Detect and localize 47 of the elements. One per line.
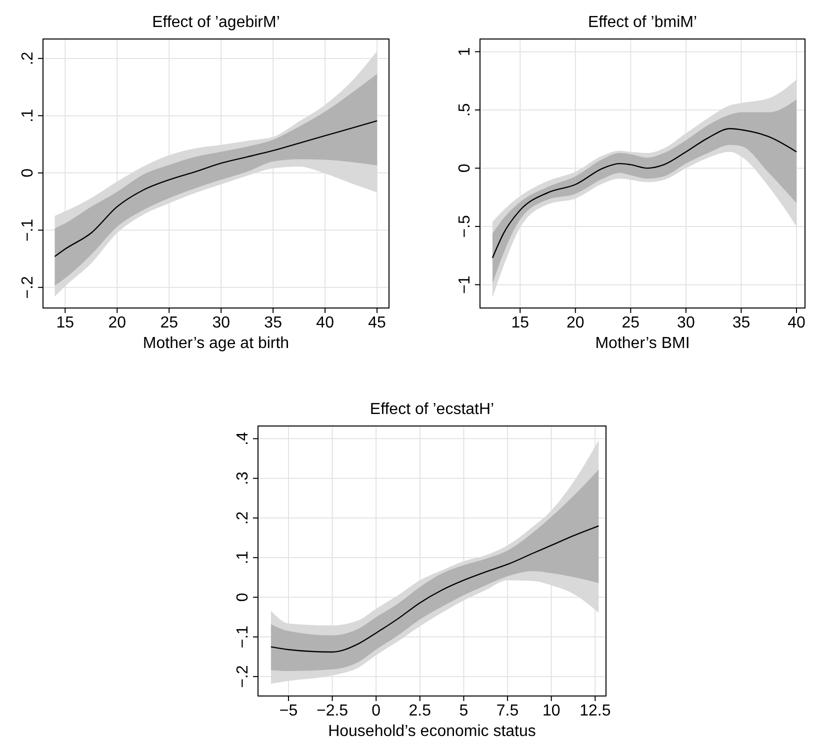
- y-tick-label: 0: [456, 164, 474, 173]
- y-tick-label: 0: [234, 592, 252, 602]
- y-tick-label: 0: [20, 168, 37, 178]
- y-tick-label: −.2: [20, 276, 37, 299]
- x-axis-title: Mother’s BMI: [595, 335, 690, 352]
- x-tick-label: 35: [732, 314, 750, 332]
- x-tick-label: 25: [160, 314, 178, 332]
- y-tick-label: .4: [234, 432, 252, 446]
- y-tick-label: .3: [234, 472, 252, 486]
- x-tick-label: −5: [279, 702, 298, 720]
- y-tick-label: −1: [456, 275, 474, 294]
- x-tick-label: 0: [372, 702, 381, 720]
- x-tick-label: 30: [212, 314, 230, 332]
- chart-title: Effect of ’agebirM’: [152, 14, 280, 31]
- x-axis-title: Mother’s age at birth: [142, 335, 290, 352]
- x-tick-label: 7.5: [496, 702, 519, 720]
- y-tick-label: 1: [456, 47, 474, 56]
- x-tick-label: 40: [788, 314, 806, 332]
- x-tick-label: 20: [566, 314, 584, 332]
- x-tick-label: 2.5: [408, 702, 432, 720]
- x-tick-label: 30: [677, 314, 695, 332]
- x-tick-label: 5: [459, 702, 468, 720]
- chart-title: Effect of ’ecstatH’: [370, 401, 494, 418]
- x-tick-label: 45: [368, 314, 386, 332]
- x-tick-label: 40: [316, 314, 334, 332]
- line-series: [54, 120, 378, 258]
- y-tick-label: .2: [234, 511, 252, 525]
- y-tick-label: .5: [456, 103, 474, 117]
- x-tick-label: −2.5: [316, 702, 348, 720]
- chart-title: Effect of ’bmiM’: [588, 14, 698, 31]
- x-tick-label: 35: [264, 314, 282, 332]
- x-tick-label: 10: [542, 702, 560, 720]
- y-tick-label: .2: [20, 52, 37, 66]
- y-tick-label: −.1: [20, 218, 37, 242]
- y-tick-label: .1: [20, 108, 37, 122]
- y-tick-label: −.1: [234, 625, 252, 648]
- y-tick-label: .1: [234, 550, 252, 564]
- x-tick-label: 15: [56, 314, 74, 332]
- x-tick-label: 15: [511, 314, 530, 332]
- x-tick-label: 25: [622, 314, 640, 332]
- x-tick-label: 12.5: [580, 702, 611, 720]
- y-tick-label: −.5: [456, 215, 474, 238]
- line-series: [492, 128, 798, 259]
- y-tick-label: −.2: [234, 665, 252, 688]
- x-axis-title: Household’s economic status: [328, 723, 536, 740]
- x-tick-label: 20: [108, 314, 126, 332]
- line-series: [270, 525, 600, 653]
